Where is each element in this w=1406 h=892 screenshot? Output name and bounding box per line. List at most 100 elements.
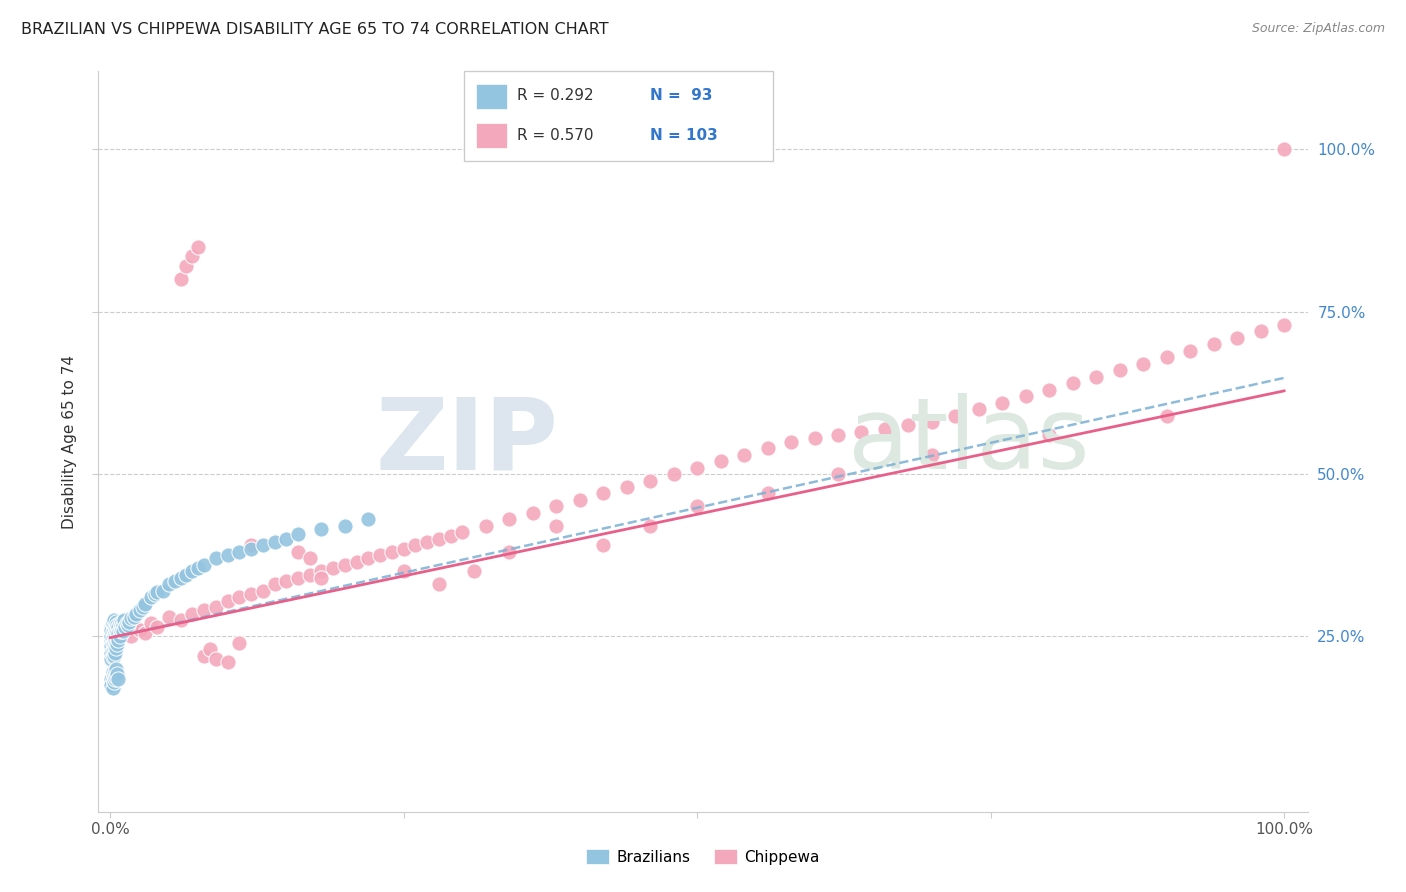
Point (638, 519, 661, 533)
Point (105, 624, 128, 639)
Text: R = 0.570: R = 0.570 (516, 128, 593, 143)
Point (592, 486, 614, 500)
Point (228, 591, 250, 605)
Point (1108, 363, 1130, 377)
Point (1272, 142, 1295, 156)
Point (100, 678, 122, 692)
Point (114, 619, 136, 633)
Point (120, 629, 142, 643)
Point (100, 646, 122, 660)
Point (187, 561, 209, 575)
Point (1132, 357, 1154, 371)
Point (498, 512, 520, 526)
Point (105, 628, 128, 642)
Point (103, 668, 125, 682)
Point (105, 615, 128, 629)
Point (240, 538, 263, 552)
Point (103, 613, 125, 627)
Point (427, 577, 450, 591)
Point (107, 626, 129, 640)
Point (522, 506, 544, 520)
Point (141, 591, 163, 605)
Point (103, 648, 125, 663)
Bar (477, 84, 508, 109)
Point (333, 558, 356, 572)
Point (111, 615, 134, 629)
Point (111, 622, 134, 636)
Point (120, 611, 142, 625)
Point (228, 636, 250, 650)
Point (193, 648, 215, 663)
Point (252, 538, 274, 552)
Point (780, 434, 803, 449)
Point (100, 623, 122, 637)
Point (118, 615, 141, 629)
Point (756, 486, 779, 500)
Point (117, 617, 139, 632)
Point (103, 636, 125, 650)
Point (204, 652, 226, 666)
Point (1272, 318, 1295, 332)
Point (756, 441, 779, 455)
Point (176, 567, 198, 582)
Point (105, 617, 128, 632)
Point (104, 632, 127, 647)
Point (803, 431, 825, 445)
Point (105, 634, 128, 648)
Point (217, 656, 239, 670)
Point (105, 636, 128, 650)
Point (198, 642, 221, 657)
Point (1038, 428, 1060, 442)
Point (204, 551, 226, 566)
Point (897, 418, 920, 433)
Point (181, 250, 204, 264)
Point (1038, 383, 1060, 397)
Point (107, 619, 129, 633)
Point (105, 641, 128, 656)
Point (112, 617, 135, 632)
Point (101, 632, 124, 647)
Point (169, 571, 191, 585)
Point (439, 529, 461, 543)
Point (146, 585, 169, 599)
Point (128, 603, 150, 617)
Point (100, 632, 122, 647)
Point (217, 548, 239, 562)
Point (112, 626, 135, 640)
Point (546, 519, 568, 533)
Point (217, 593, 239, 607)
Legend: Brazilians, Chippewa: Brazilians, Chippewa (581, 843, 825, 871)
Point (101, 681, 124, 696)
Point (108, 629, 131, 643)
Point (132, 600, 155, 615)
Point (298, 551, 321, 566)
Point (1226, 331, 1249, 345)
Point (357, 551, 380, 566)
Point (827, 467, 849, 481)
Point (921, 448, 943, 462)
Point (427, 532, 450, 546)
Point (100, 652, 122, 666)
Point (103, 674, 125, 689)
Point (115, 616, 138, 631)
Point (240, 587, 263, 601)
Point (287, 571, 309, 585)
Point (1085, 369, 1108, 384)
Point (107, 632, 129, 647)
Point (134, 626, 156, 640)
Point (357, 512, 380, 526)
Point (104, 619, 127, 633)
Point (108, 626, 131, 640)
Point (276, 574, 298, 589)
Point (287, 545, 309, 559)
Point (451, 525, 474, 540)
Point (333, 519, 356, 533)
Point (733, 448, 755, 462)
Point (103, 629, 125, 643)
Bar (477, 123, 508, 148)
Point (101, 643, 124, 657)
Point (592, 538, 614, 552)
Point (945, 409, 967, 423)
Point (827, 428, 849, 442)
Point (104, 626, 127, 640)
